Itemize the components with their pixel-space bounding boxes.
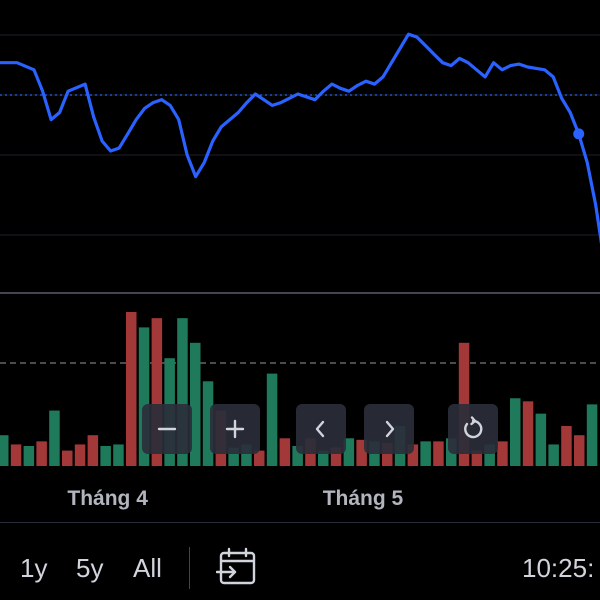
range-1y-button[interactable]: 1y bbox=[20, 553, 48, 583]
clock-time: 10:25: bbox=[522, 553, 595, 583]
range-5y-button[interactable]: 5y bbox=[76, 553, 104, 583]
volume-bar bbox=[113, 444, 124, 466]
price-line bbox=[0, 32, 600, 245]
volume-bar bbox=[497, 441, 508, 466]
grid-layer bbox=[0, 34, 600, 364]
volume-bar bbox=[138, 327, 150, 466]
volume-bar bbox=[241, 444, 252, 466]
volume-bar bbox=[177, 318, 188, 466]
volume-bar bbox=[292, 445, 303, 466]
x-tick-label: Tháng 5 bbox=[323, 487, 404, 510]
volume-bar bbox=[228, 447, 239, 466]
plus-icon bbox=[225, 419, 245, 439]
volume-bar bbox=[484, 444, 495, 466]
volume-bar bbox=[151, 318, 163, 466]
volume-bar bbox=[62, 450, 73, 466]
volume-bar bbox=[10, 444, 22, 466]
volume-bar bbox=[535, 413, 547, 466]
volume-bar bbox=[279, 438, 291, 466]
volume-bar bbox=[407, 444, 419, 466]
volume-bar bbox=[254, 450, 265, 466]
reset-chart-button[interactable] bbox=[448, 404, 498, 454]
volume-bar bbox=[420, 441, 431, 466]
chevron-left-icon bbox=[315, 420, 325, 438]
volume-bar bbox=[74, 444, 86, 466]
range-all-button[interactable]: All bbox=[133, 553, 162, 583]
volume-bar bbox=[126, 312, 137, 466]
volume-bar bbox=[561, 425, 572, 466]
volume-bar bbox=[471, 450, 483, 466]
minus-icon bbox=[157, 427, 177, 431]
volume-bar bbox=[87, 435, 99, 466]
zoom-out-button[interactable] bbox=[142, 404, 192, 454]
volume-bar bbox=[190, 342, 201, 466]
calendar-goto-icon[interactable] bbox=[216, 545, 260, 589]
last-price-marker bbox=[573, 128, 585, 140]
volume-bar bbox=[548, 444, 559, 466]
reset-icon bbox=[464, 416, 483, 439]
volume-bar bbox=[382, 442, 393, 466]
chevron-right-icon bbox=[385, 420, 395, 438]
volume-bar bbox=[23, 445, 35, 466]
volume-bar bbox=[343, 438, 355, 466]
volume-bar bbox=[100, 445, 111, 466]
bottom-toolbar: 1y 5y All 10:25: bbox=[0, 522, 600, 600]
scroll-right-button[interactable] bbox=[364, 404, 414, 454]
volume-bar bbox=[522, 401, 534, 466]
volume-bar bbox=[318, 450, 329, 466]
volume-bar bbox=[202, 381, 214, 466]
zoom-in-button[interactable] bbox=[210, 404, 260, 454]
volume-bar bbox=[49, 410, 60, 466]
price-line-layer bbox=[0, 32, 600, 245]
volume-bar bbox=[356, 439, 367, 466]
volume-bar bbox=[0, 435, 9, 466]
volume-bar bbox=[330, 447, 342, 466]
volume-bar bbox=[586, 404, 598, 466]
toolbar-divider bbox=[189, 547, 190, 589]
volume-bar bbox=[574, 435, 585, 466]
volume-bar bbox=[266, 373, 278, 466]
volume-bar bbox=[36, 441, 47, 466]
x-tick-label: Tháng 4 bbox=[67, 487, 148, 510]
volume-bar bbox=[510, 398, 521, 466]
scroll-left-button[interactable] bbox=[296, 404, 346, 454]
volume-bar bbox=[433, 441, 444, 466]
